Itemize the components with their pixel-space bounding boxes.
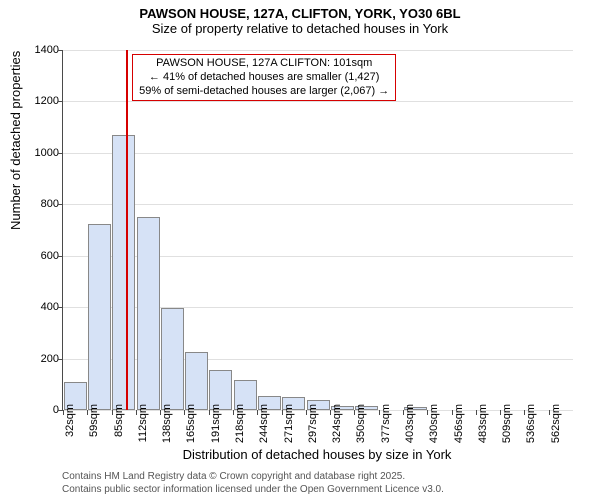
y-tick-label: 200 [23,353,59,365]
x-tick-label: 165sqm [185,404,197,443]
x-tick-label: 244sqm [258,404,270,443]
y-axis-label: Number of detached properties [8,51,23,230]
x-axis-label: Distribution of detached houses by size … [62,447,572,462]
x-tick-label: 297sqm [307,404,319,443]
gridline [63,101,573,102]
x-tick-label: 562sqm [550,404,562,443]
y-tick-mark [58,256,63,257]
footer-line-2: Contains public sector information licen… [62,484,444,497]
x-tick-label: 138sqm [161,404,173,443]
footer-line-1: Contains HM Land Registry data © Crown c… [62,471,444,484]
y-tick-label: 800 [23,198,59,210]
y-tick-label: 1200 [23,95,59,107]
histogram-bar [185,352,208,410]
y-tick-label: 400 [23,301,59,313]
callout-line: PAWSON HOUSE, 127A CLIFTON: 101sqm [139,57,389,71]
y-tick-mark [58,204,63,205]
x-tick-label: 536sqm [525,404,537,443]
reference-line [126,50,128,410]
plot-area: 020040060080010001200140032sqm59sqm85sqm… [62,50,573,411]
chart-subtitle: Size of property relative to detached ho… [0,21,600,36]
x-tick-label: 59sqm [88,404,100,437]
histogram-bar [161,308,184,410]
histogram-bar [112,135,135,410]
y-tick-label: 1000 [23,147,59,159]
x-tick-label: 218sqm [234,404,246,443]
x-tick-label: 350sqm [355,404,367,443]
x-tick-label: 324sqm [331,404,343,443]
y-tick-mark [58,50,63,51]
chart-title: PAWSON HOUSE, 127A, CLIFTON, YORK, YO30 … [0,0,600,21]
histogram-bar [137,217,160,410]
x-tick-label: 112sqm [137,404,149,442]
x-tick-label: 377sqm [380,404,392,443]
histogram-chart: PAWSON HOUSE, 127A, CLIFTON, YORK, YO30 … [0,0,600,500]
y-tick-label: 0 [23,404,59,416]
x-tick-label: 430sqm [428,404,440,443]
footer-text: Contains HM Land Registry data © Crown c… [62,471,444,496]
gridline [63,50,573,51]
x-tick-label: 483sqm [477,404,489,443]
x-tick-label: 271sqm [283,404,295,443]
x-tick-label: 32sqm [64,404,76,437]
y-tick-mark [58,359,63,360]
gridline [63,204,573,205]
y-tick-label: 1400 [23,44,59,56]
y-tick-label: 600 [23,250,59,262]
y-tick-mark [58,153,63,154]
x-tick-label: 191sqm [210,404,222,443]
x-tick-label: 456sqm [453,404,465,443]
histogram-bar [88,224,111,410]
x-tick-label: 403sqm [404,404,416,443]
callout-box: PAWSON HOUSE, 127A CLIFTON: 101sqm← 41% … [132,54,396,101]
x-tick-label: 85sqm [113,404,125,437]
callout-line: 59% of semi-detached houses are larger (… [139,85,389,99]
callout-line: ← 41% of detached houses are smaller (1,… [139,71,389,85]
gridline [63,153,573,154]
y-tick-mark [58,101,63,102]
y-tick-mark [58,307,63,308]
x-tick-label: 509sqm [501,404,513,443]
